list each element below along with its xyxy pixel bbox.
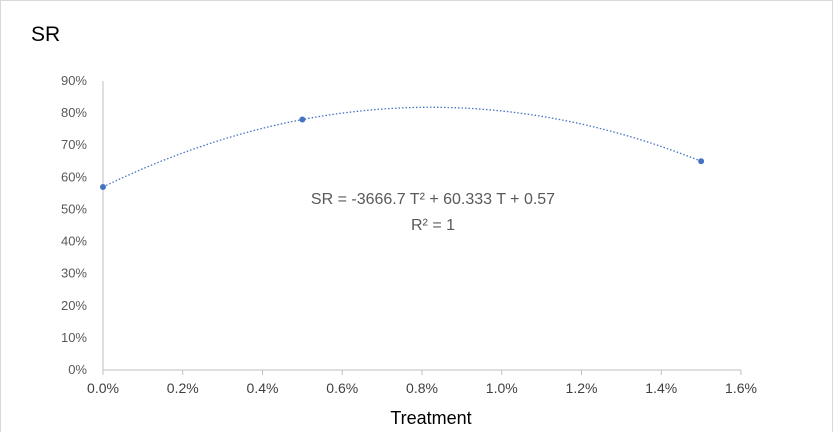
data-point — [100, 183, 106, 190]
x-tick-label: 0.6% — [326, 380, 358, 396]
y-tick-label: 30% — [61, 266, 87, 281]
y-tick-label: 50% — [61, 201, 87, 216]
x-axis-label: Treatment — [390, 408, 471, 428]
trendline-equation: SR = -3666.7 T² + 60.333 T + 0.57 — [311, 191, 555, 208]
data-point — [698, 158, 705, 165]
y-tick-label: 10% — [61, 330, 87, 345]
chart-title: SR — [31, 23, 61, 46]
y-tick-label: 80% — [61, 105, 87, 120]
x-tick-label: 0.0% — [87, 380, 119, 396]
x-tick-label: 0.8% — [406, 380, 438, 396]
x-tick-label: 1.4% — [645, 380, 677, 396]
y-tick-label: 60% — [61, 169, 87, 184]
y-tick-label: 70% — [61, 137, 87, 152]
y-tick-label: 0% — [68, 362, 87, 377]
data-point — [299, 116, 306, 123]
x-tick-label: 1.2% — [566, 380, 598, 396]
y-tick-label: 20% — [61, 298, 87, 313]
x-tick-label: 1.6% — [725, 380, 757, 396]
x-tick-label: 1.0% — [486, 380, 518, 396]
x-tick-label: 0.2% — [167, 380, 199, 396]
y-tick-label: 40% — [61, 234, 87, 249]
trendline — [102, 106, 702, 188]
y-tick-label: 90% — [61, 73, 87, 88]
trendline-r2: R² = 1 — [411, 217, 455, 234]
x-tick-label: 0.4% — [247, 380, 279, 396]
